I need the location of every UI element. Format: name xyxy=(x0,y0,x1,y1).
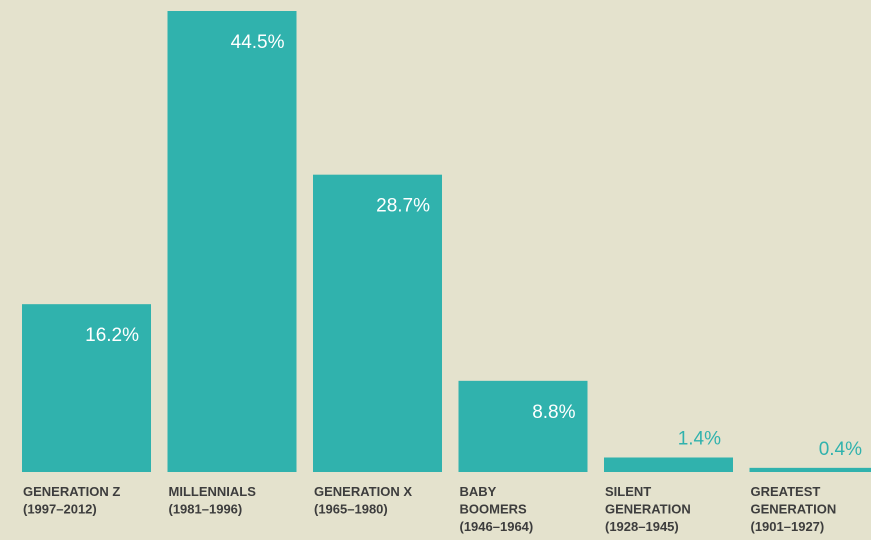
category-line: BABY xyxy=(460,484,497,499)
category-line: SILENT xyxy=(605,484,651,499)
bar xyxy=(313,174,442,472)
bar xyxy=(458,380,588,472)
category-line: (1981–1996) xyxy=(169,502,243,517)
bar xyxy=(604,457,733,472)
category-line: GENERATION X xyxy=(314,484,412,499)
value-label: 28.7% xyxy=(376,196,430,217)
category-label: MILLENNIALS (1981–1996) xyxy=(169,484,257,517)
category-label: GENERATION Z (1997–2012) xyxy=(23,484,120,517)
category-line: BOOMERS xyxy=(460,502,528,517)
category-label: GREATEST GENERATION (1901–1927) xyxy=(751,484,837,534)
category-label: SILENT GENERATION (1928–1945) xyxy=(605,484,691,534)
value-label: 44.5% xyxy=(231,32,285,53)
value-label: 16.2% xyxy=(85,325,139,346)
category-label: GENERATION X (1965–1980) xyxy=(314,484,412,517)
category-line: GREATEST xyxy=(751,484,821,499)
value-label: 1.4% xyxy=(678,429,721,450)
category-line: (1928–1945) xyxy=(605,519,679,534)
category-label: BABY BOOMERS (1946–1964) xyxy=(460,484,534,534)
category-line: (1997–2012) xyxy=(23,502,97,517)
bar xyxy=(167,11,297,472)
category-line: GENERATION xyxy=(605,502,691,517)
value-label: 0.4% xyxy=(819,439,862,460)
category-line: MILLENNIALS xyxy=(169,484,257,499)
value-label: 8.8% xyxy=(532,402,575,423)
category-line: GENERATION xyxy=(751,502,837,517)
category-line: (1946–1964) xyxy=(460,519,534,534)
bar xyxy=(749,467,871,472)
bar xyxy=(22,304,151,472)
category-line: GENERATION Z xyxy=(23,484,120,499)
category-line: (1901–1927) xyxy=(751,519,825,534)
category-line: (1965–1980) xyxy=(314,502,388,517)
